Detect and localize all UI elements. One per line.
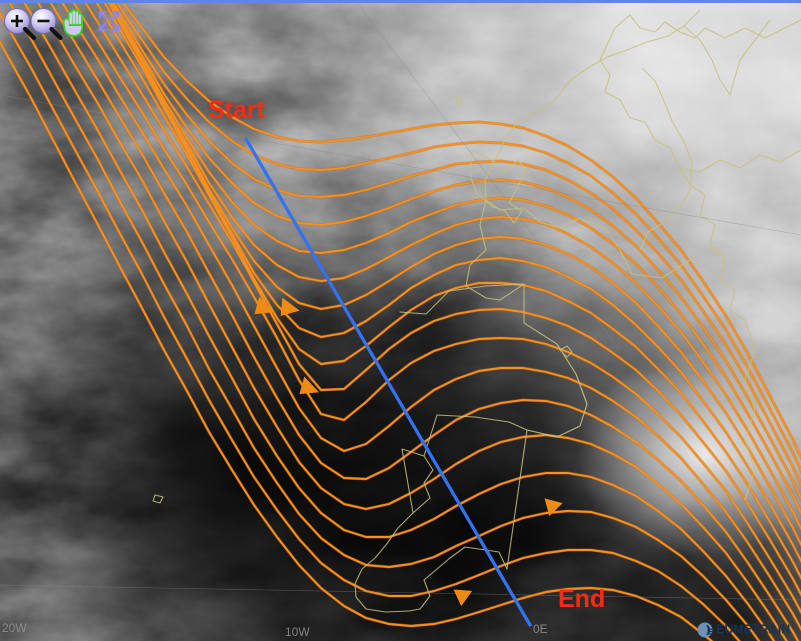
svg-text:EUMETRAIN: EUMETRAIN bbox=[716, 623, 790, 637]
